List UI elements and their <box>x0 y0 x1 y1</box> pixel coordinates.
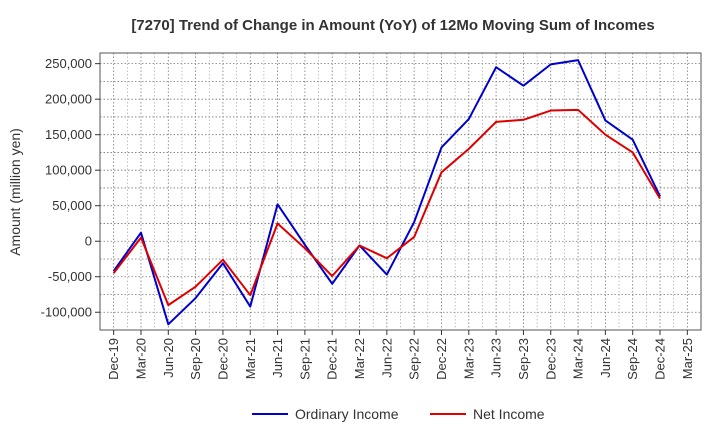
y-tick-label: 200,000 <box>45 92 92 107</box>
series-line-1 <box>112 108 661 307</box>
y-tick-label: 50,000 <box>52 198 92 213</box>
x-tick-label: Mar-23 <box>461 338 476 379</box>
x-tick-label: Jun-21 <box>270 338 285 378</box>
y-tick-label: 150,000 <box>45 127 92 142</box>
y-tick-label: 250,000 <box>45 56 92 71</box>
x-tick-label: Jun-20 <box>161 338 176 378</box>
chart-legend: Ordinary Income Net Income <box>252 406 545 422</box>
y-tick-label: 0 <box>85 234 92 249</box>
x-tick-label: Dec-20 <box>215 338 230 380</box>
plot-border <box>99 52 702 331</box>
x-tick-label: Dec-24 <box>653 338 668 380</box>
x-tick-label: Sep-23 <box>516 338 531 380</box>
legend-label-1: Net Income <box>473 406 545 422</box>
y-tick-label: -100,000 <box>41 305 92 320</box>
legend-label-0: Ordinary Income <box>295 406 399 422</box>
y-tick-label: 100,000 <box>45 163 92 178</box>
x-tick-label: Mar-24 <box>571 338 586 379</box>
x-tick-label: Mar-21 <box>243 338 258 379</box>
x-tick-label: Dec-23 <box>543 338 558 380</box>
x-tick-label: Jun-24 <box>598 338 613 378</box>
y-axis-label: Amount (million yen) <box>7 128 23 256</box>
x-tick-label: Sep-24 <box>625 338 640 380</box>
x-tick-label: Dec-22 <box>434 338 449 380</box>
x-tick-label: Jun-23 <box>489 338 504 378</box>
x-tick-label: Mar-20 <box>133 338 148 379</box>
x-tick-label: Mar-22 <box>352 338 367 379</box>
x-tick-label: Dec-19 <box>106 338 121 380</box>
x-tick-label: Sep-20 <box>188 338 203 380</box>
y-tick-label: -50,000 <box>48 269 92 284</box>
x-tick-label: Sep-22 <box>407 338 422 380</box>
chart-title: [7270] Trend of Change in Amount (YoY) o… <box>131 17 654 34</box>
x-tick-label: Jun-22 <box>379 338 394 378</box>
x-tick-label: Sep-21 <box>297 338 312 380</box>
plot-area: -100,000 -50,000 0 50,000 100,000 150,000 200,… <box>41 52 702 380</box>
x-tick-label: Mar-25 <box>680 338 695 379</box>
series-line-0 <box>112 59 661 326</box>
x-tick-label: Dec-21 <box>325 338 340 380</box>
